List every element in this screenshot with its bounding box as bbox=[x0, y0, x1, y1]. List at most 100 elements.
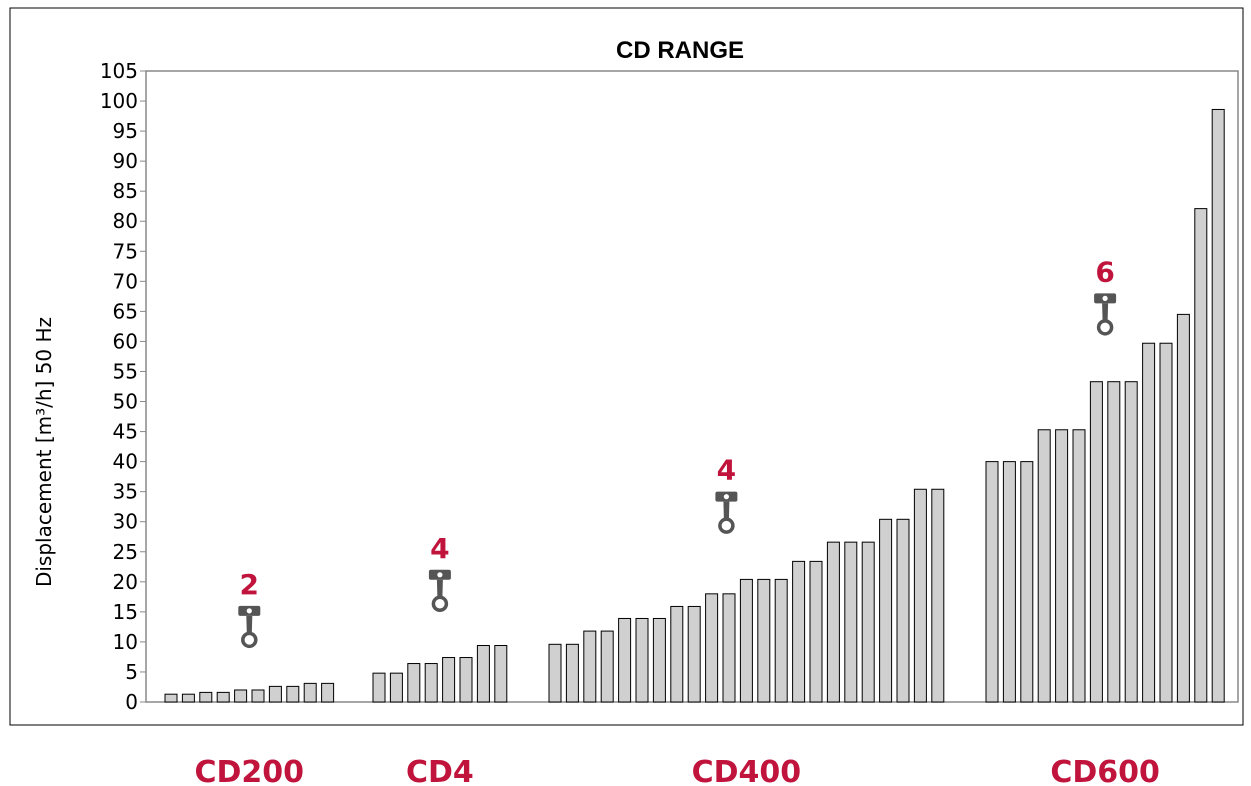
bar bbox=[321, 682, 335, 703]
bar bbox=[722, 593, 736, 703]
group-label-cd200: CD200 bbox=[195, 755, 305, 786]
bar bbox=[1159, 342, 1173, 703]
bar bbox=[861, 541, 875, 703]
y-tick-label: 45 bbox=[113, 420, 138, 444]
bar bbox=[251, 689, 265, 703]
y-tick-label: 90 bbox=[113, 149, 138, 173]
bar bbox=[1194, 208, 1208, 703]
bar bbox=[1211, 108, 1225, 703]
bar bbox=[1037, 429, 1051, 703]
bar bbox=[1176, 313, 1190, 703]
crank-end bbox=[1096, 319, 1114, 336]
connecting-rod bbox=[436, 579, 443, 598]
piston-pin bbox=[437, 572, 443, 578]
bar bbox=[635, 617, 649, 703]
bar bbox=[565, 643, 579, 703]
y-tick-label: 55 bbox=[113, 359, 138, 383]
group-label-cd4: CD4 bbox=[406, 755, 474, 786]
bar bbox=[1107, 381, 1121, 703]
bar bbox=[216, 691, 230, 703]
bar bbox=[985, 461, 999, 703]
bar bbox=[1142, 342, 1156, 703]
connecting-rod bbox=[723, 501, 730, 520]
y-tick-label: 10 bbox=[113, 630, 138, 654]
bar bbox=[164, 693, 178, 703]
bar bbox=[199, 691, 213, 703]
chart-area-border bbox=[9, 7, 1244, 726]
connecting-rod bbox=[246, 615, 253, 634]
cylinder-count-label: 2 bbox=[240, 568, 259, 601]
bar bbox=[583, 630, 597, 703]
y-tick-label: 50 bbox=[113, 390, 138, 414]
bar bbox=[774, 578, 788, 703]
bar bbox=[1020, 461, 1034, 703]
piston-icon bbox=[238, 605, 261, 649]
y-tick-label: 15 bbox=[113, 600, 138, 624]
y-tick-label: 35 bbox=[113, 480, 138, 504]
bar bbox=[652, 617, 666, 703]
bar bbox=[181, 693, 195, 703]
bar bbox=[618, 617, 632, 703]
bar bbox=[896, 518, 910, 703]
y-tick-label: 30 bbox=[113, 510, 138, 534]
bar bbox=[600, 630, 614, 703]
bar bbox=[303, 682, 317, 703]
y-axis-ticks: 0 5 10 15 20 25 30 35 40 45 50 55 60 65 70 75 80 85 90 95 10… bbox=[100, 59, 146, 714]
y-tick-label: 40 bbox=[113, 450, 138, 474]
cylinder-count-label: 4 bbox=[717, 454, 736, 487]
y-axis-label: Displacement [m³/h] 50 Hz bbox=[32, 317, 56, 587]
bar bbox=[705, 593, 719, 703]
bar bbox=[268, 685, 282, 703]
bar bbox=[1002, 461, 1016, 703]
bar bbox=[424, 663, 438, 703]
group-label-cd400: CD400 bbox=[692, 755, 802, 786]
group-labels: CD200 CD4 CD400 CD600 bbox=[195, 755, 1160, 786]
y-tick-label: 5 bbox=[125, 660, 138, 684]
piston-icon bbox=[1094, 293, 1117, 336]
cylinder-count-label: 4 bbox=[430, 532, 449, 565]
bar bbox=[739, 578, 753, 703]
y-tick-label: 60 bbox=[113, 329, 138, 353]
y-tick-label: 75 bbox=[113, 239, 138, 263]
y-tick-label: 95 bbox=[113, 119, 138, 143]
y-tick-label: 65 bbox=[113, 299, 138, 323]
bar bbox=[1055, 429, 1069, 703]
bar bbox=[809, 560, 823, 703]
bar bbox=[234, 689, 248, 703]
group-label-cd600: CD600 bbox=[1050, 755, 1160, 786]
y-tick-label: 85 bbox=[113, 179, 138, 203]
bar bbox=[389, 672, 403, 703]
piston-pin bbox=[1102, 295, 1108, 301]
bar bbox=[792, 560, 806, 703]
bar bbox=[286, 685, 300, 703]
piston-icon bbox=[428, 569, 451, 613]
bar bbox=[826, 541, 840, 703]
crank-end bbox=[431, 595, 449, 613]
cylinder-count-label: 6 bbox=[1095, 255, 1114, 288]
y-tick-label: 25 bbox=[113, 540, 138, 564]
bar bbox=[494, 645, 508, 703]
y-tick-label: 0 bbox=[125, 690, 138, 714]
piston-pin bbox=[723, 494, 729, 500]
chart-title: CD RANGE bbox=[616, 37, 744, 64]
bar bbox=[1089, 381, 1103, 703]
y-tick-label: 105 bbox=[100, 59, 138, 83]
bar bbox=[670, 605, 684, 703]
bar bbox=[459, 657, 473, 703]
bar bbox=[879, 518, 893, 703]
bar bbox=[407, 663, 421, 703]
bar bbox=[687, 605, 701, 703]
bar bbox=[1124, 381, 1138, 703]
y-tick-label: 100 bbox=[100, 89, 138, 113]
bar bbox=[931, 488, 945, 703]
bar-series bbox=[164, 108, 1225, 703]
bar bbox=[476, 645, 490, 703]
cylinder-annotations: 2 4 4 6 bbox=[238, 255, 1117, 649]
bar bbox=[757, 578, 771, 703]
piston-pin bbox=[246, 608, 252, 614]
bar bbox=[548, 643, 562, 703]
y-tick-label: 20 bbox=[113, 570, 138, 594]
crank-end bbox=[241, 631, 258, 649]
